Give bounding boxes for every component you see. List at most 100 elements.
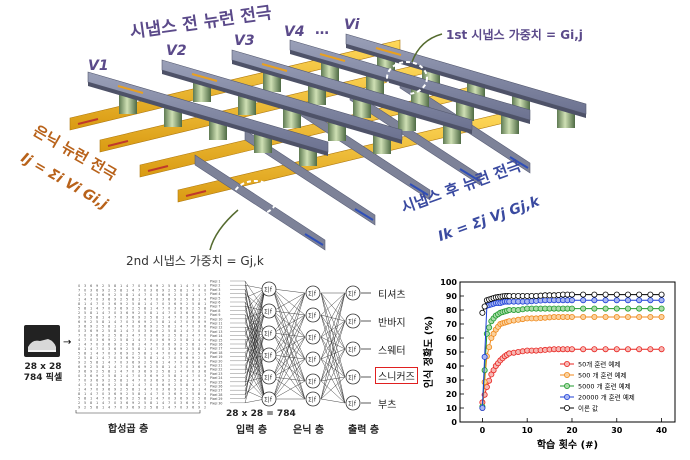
pixel-value: 9 bbox=[108, 338, 110, 342]
pixel-value: 1 bbox=[78, 388, 80, 392]
pixel-value: 9 bbox=[192, 311, 194, 315]
pixel-value: 9 bbox=[96, 374, 98, 378]
pixel-value: 2 bbox=[144, 406, 146, 410]
y-tick-label: 10 bbox=[446, 404, 458, 413]
pixel-value: 8 bbox=[90, 311, 92, 315]
pixel-value: 1 bbox=[192, 383, 194, 387]
pixel-value: 3 bbox=[168, 392, 170, 396]
pixel-value: 4 bbox=[96, 352, 99, 356]
pixel-value: 7 bbox=[132, 284, 134, 288]
pixel-value: 3 bbox=[180, 311, 182, 315]
pixel-value: 0 bbox=[126, 365, 128, 369]
data-point bbox=[581, 347, 586, 352]
pixel-value: 0 bbox=[192, 370, 194, 374]
pixel-value: 7 bbox=[132, 329, 134, 333]
pixel-value: 8 bbox=[108, 325, 110, 329]
pixel-value: 2 bbox=[78, 311, 80, 315]
output-connection bbox=[321, 315, 345, 403]
pixel-value: 8 bbox=[114, 374, 116, 378]
pixel-value: 8 bbox=[156, 406, 158, 410]
pixel-value: 0 bbox=[132, 325, 134, 329]
pixel-value: 4 bbox=[102, 401, 105, 405]
pixel-value: 8 bbox=[180, 379, 182, 383]
pixel-value: 2 bbox=[192, 307, 194, 311]
pixel-value: 1 bbox=[90, 397, 92, 401]
pixel-value: 2 bbox=[126, 302, 128, 306]
voltage-label: Vi bbox=[344, 17, 359, 33]
input-pixel-caption: 784 픽셀 bbox=[20, 373, 66, 384]
pixel-value: 0 bbox=[192, 325, 194, 329]
pixel-value: 7 bbox=[84, 338, 86, 342]
pixel-value: 0 bbox=[180, 316, 182, 320]
pixel-value: 7 bbox=[156, 347, 158, 351]
pixel-value: 9 bbox=[174, 343, 176, 347]
pixel-value: 7 bbox=[78, 379, 80, 383]
data-point bbox=[581, 292, 586, 297]
pixel-value: 8 bbox=[84, 307, 86, 311]
pixel-value: 2 bbox=[138, 356, 140, 360]
data-point bbox=[603, 314, 608, 319]
pixel-value: 8 bbox=[204, 397, 206, 401]
pixel-value: 3 bbox=[144, 374, 146, 378]
pixel-value: 2 bbox=[162, 374, 164, 378]
pixel-value: 6 bbox=[126, 401, 128, 405]
pixel-value: 8 bbox=[120, 334, 122, 338]
pixel-value: 4 bbox=[162, 356, 165, 360]
pixel-value: 1 bbox=[78, 298, 80, 302]
pixel-value: 1 bbox=[126, 289, 128, 293]
pixel-value: 1 bbox=[120, 329, 122, 333]
pixel-value: 2 bbox=[156, 325, 158, 329]
accuracy-chart: 01020304050607080901000 10 20 30 40학습 횟수 (#)… bbox=[420, 274, 685, 456]
pixel-value: 5 bbox=[144, 311, 146, 315]
pixel-value: 5 bbox=[114, 289, 116, 293]
pixel-value: 6 bbox=[174, 392, 176, 396]
pixel-value: 5 bbox=[186, 388, 188, 392]
pixel-value: 6 bbox=[84, 325, 86, 329]
pixel-value: 1 bbox=[132, 293, 134, 297]
pixel-value: 5 bbox=[168, 284, 170, 288]
pixel-value: 7 bbox=[126, 370, 128, 374]
neuron-symbol: Σ|f bbox=[264, 331, 273, 338]
pixel-value: 5 bbox=[102, 370, 104, 374]
data-point bbox=[592, 298, 597, 303]
pixel-value: 6 bbox=[96, 289, 98, 293]
pixel-value: 5 bbox=[180, 338, 182, 342]
legend-marker bbox=[564, 405, 569, 410]
pixel-value: 2 bbox=[162, 284, 164, 288]
pixel-value: 6 bbox=[108, 343, 110, 347]
pixel-value: 7 bbox=[114, 316, 116, 320]
pixel-value: 2 bbox=[198, 401, 200, 405]
pixel-value: 3 bbox=[84, 374, 86, 378]
pixel-value: 8 bbox=[96, 406, 98, 410]
pixel-value: 3 bbox=[198, 325, 200, 329]
pixel-value: 7 bbox=[186, 325, 188, 329]
pixel-value: 8 bbox=[186, 338, 188, 342]
pixel-value: 4 bbox=[144, 298, 147, 302]
pixel-value: 8 bbox=[162, 320, 164, 324]
y-tick-label: 50 bbox=[446, 348, 458, 357]
pixel-value: 1 bbox=[84, 302, 86, 306]
pixel-value: 7 bbox=[198, 289, 200, 293]
pixel-value: 2 bbox=[168, 334, 170, 338]
pixel-value: 4 bbox=[78, 383, 81, 387]
neuron-symbol: Σ|f bbox=[308, 357, 317, 364]
pixel-value: 0 bbox=[102, 302, 104, 306]
pixel-value: 3 bbox=[144, 284, 146, 288]
pixel-value: 7 bbox=[192, 329, 194, 333]
pixel-value: 4 bbox=[186, 329, 189, 333]
pixel-value: 5 bbox=[168, 329, 170, 333]
pixel-value: 3 bbox=[156, 338, 158, 342]
pixel-value: 9 bbox=[180, 392, 182, 396]
pixel-value: 2 bbox=[138, 311, 140, 315]
y-tick-label: 100 bbox=[440, 278, 457, 287]
pixel-value: 0 bbox=[180, 406, 182, 410]
pixel-value: 3 bbox=[114, 352, 116, 356]
pixel-value: 3 bbox=[156, 383, 158, 387]
pixel-value: 1 bbox=[168, 365, 170, 369]
pixel-value: 1 bbox=[114, 370, 116, 374]
pixel-value: 4 bbox=[132, 379, 135, 383]
pixel-value: 9 bbox=[114, 388, 116, 392]
pixel-value: 9 bbox=[138, 361, 140, 365]
pixel-value: 5 bbox=[204, 311, 206, 315]
pixel-value: 1 bbox=[132, 383, 134, 387]
